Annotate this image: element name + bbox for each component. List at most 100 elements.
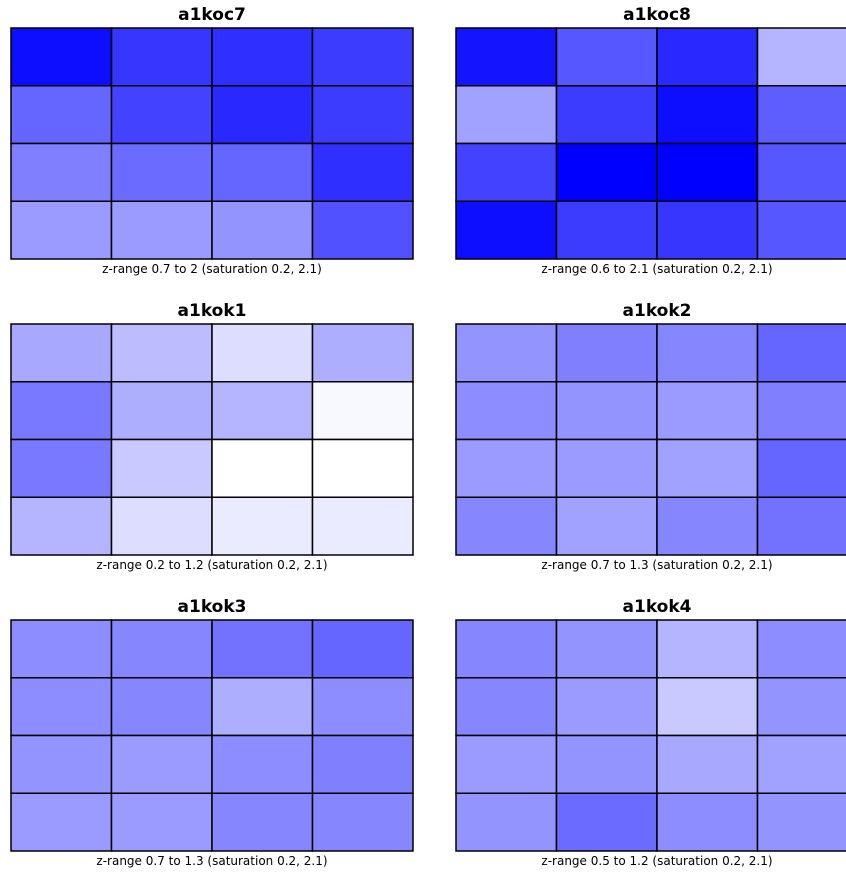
heatmap-cell-r1-c1: [555, 85, 658, 145]
heatmap-cell-r3-c2: [211, 200, 314, 260]
heatmap-cell-r0-c3: [756, 619, 846, 679]
heatmap-cell-r2-c3: [756, 734, 846, 794]
heatmap-cell-r3-c0: [455, 792, 558, 852]
heatmap-cell-r3-c2: [656, 200, 759, 260]
heatmap-cell-r3-c1: [555, 496, 658, 556]
heatmap-cell-r3-c3: [311, 792, 414, 852]
heatmap-cell-r1-c1: [110, 381, 213, 441]
heatmap-cell-r3-c1: [555, 792, 658, 852]
heatmap-cell-r1-c0: [455, 381, 558, 441]
heatmap-cell-r0-c3: [756, 323, 846, 383]
panel-caption: z-range 0.2 to 1.2 (saturation 0.2, 2.1): [96, 558, 328, 572]
panel-a1kok4: a1kok4 z-range 0.5 to 1.2 (saturation 0.…: [455, 594, 846, 868]
heatmap-cell-r0-c2: [656, 27, 759, 87]
heatmap-cell-r1-c3: [311, 677, 414, 737]
heatmap-cell-r2-c2: [211, 734, 314, 794]
heatmap-cell-r2-c3: [756, 438, 846, 498]
heatmap-cell-r3-c2: [656, 496, 759, 556]
heatmap-cell-r1-c2: [656, 85, 759, 145]
heatmap-cell-r3-c0: [455, 496, 558, 556]
heatmap-cell-r3-c0: [10, 496, 113, 556]
heatmap-cell-r3-c0: [10, 200, 113, 260]
panel-a1kok3: a1kok3 z-range 0.7 to 1.3 (saturation 0.…: [10, 594, 414, 868]
heatmap-cell-r1-c3: [756, 677, 846, 737]
panel-a1kok1: a1kok1 z-range 0.2 to 1.2 (saturation 0.…: [10, 298, 414, 572]
heatmap-cell-r1-c1: [110, 85, 213, 145]
panel-caption: z-range 0.5 to 1.2 (saturation 0.2, 2.1): [541, 854, 773, 868]
heatmap-cell-r0-c1: [110, 323, 213, 383]
heatmap-cell-r3-c1: [555, 200, 658, 260]
heatmap-cell-r1-c2: [211, 381, 314, 441]
heatmap-cell-r1-c0: [10, 381, 113, 441]
heatmap: [455, 323, 846, 556]
heatmap-cell-r1-c0: [10, 677, 113, 737]
heatmap-cell-r2-c2: [211, 142, 314, 202]
heatmap-cell-r2-c0: [10, 142, 113, 202]
heatmap-cell-r1-c2: [211, 85, 314, 145]
heatmap-cell-r0-c1: [555, 323, 658, 383]
heatmap-cell-r1-c1: [555, 381, 658, 441]
panel-title: a1kok2: [622, 301, 692, 321]
panel-a1kok2: a1kok2 z-range 0.7 to 1.3 (saturation 0.…: [455, 298, 846, 572]
heatmap-cell-r2-c1: [555, 438, 658, 498]
heatmap-cell-r0-c0: [455, 323, 558, 383]
heatmap-cell-r2-c2: [656, 734, 759, 794]
heatmap-cell-r3-c3: [311, 496, 414, 556]
heatmap-cell-r2-c0: [455, 734, 558, 794]
heatmap-cell-r2-c1: [555, 142, 658, 202]
panel-a1koc8: a1koc8 z-range 0.6 to 2.1 (saturation 0.…: [455, 2, 846, 276]
heatmap-cell-r3-c3: [756, 200, 846, 260]
heatmap-cell-r3-c2: [656, 792, 759, 852]
heatmap-cell-r2-c0: [455, 142, 558, 202]
heatmap-cell-r2-c1: [555, 734, 658, 794]
heatmap-cell-r1-c1: [555, 677, 658, 737]
heatmap-cell-r0-c1: [555, 27, 658, 87]
heatmap-cell-r0-c0: [455, 27, 558, 87]
heatmap-cell-r3-c1: [110, 496, 213, 556]
heatmap-cell-r2-c2: [211, 438, 314, 498]
heatmap-cell-r0-c0: [10, 323, 113, 383]
heatmap-cell-r3-c0: [455, 200, 558, 260]
heatmap-cell-r0-c3: [311, 323, 414, 383]
heatmap-cell-r3-c3: [311, 200, 414, 260]
heatmap-cell-r3-c3: [756, 792, 846, 852]
heatmap-cell-r2-c2: [656, 142, 759, 202]
heatmap-cell-r0-c0: [10, 27, 113, 87]
heatmap-cell-r1-c2: [656, 381, 759, 441]
heatmap-cell-r3-c1: [110, 792, 213, 852]
heatmap-cell-r2-c2: [656, 438, 759, 498]
heatmap-cell-r2-c3: [311, 142, 414, 202]
heatmap-cell-r2-c3: [311, 734, 414, 794]
heatmap-cell-r1-c3: [311, 381, 414, 441]
heatmap-cell-r2-c1: [110, 734, 213, 794]
heatmap-cell-r1-c2: [656, 677, 759, 737]
heatmap-cell-r0-c3: [311, 619, 414, 679]
heatmap-cell-r2-c3: [756, 142, 846, 202]
panel-title: a1kok1: [177, 301, 247, 321]
heatmap: [10, 323, 414, 556]
panel-title: a1koc7: [178, 5, 246, 25]
heatmap-cell-r0-c1: [110, 27, 213, 87]
panel-title: a1kok3: [177, 597, 247, 617]
heatmap-cell-r3-c3: [756, 496, 846, 556]
heatmap-cell-r1-c3: [756, 381, 846, 441]
heatmap-cell-r0-c0: [455, 619, 558, 679]
panel-title: a1kok4: [622, 597, 692, 617]
heatmap-cell-r3-c0: [10, 792, 113, 852]
panel-title: a1koc8: [623, 5, 691, 25]
panel-caption: z-range 0.7 to 2 (saturation 0.2, 2.1): [102, 262, 322, 276]
heatmap: [10, 27, 414, 260]
heatmap-cell-r2-c0: [455, 438, 558, 498]
heatmap-cell-r0-c1: [555, 619, 658, 679]
panel-caption: z-range 0.6 to 2.1 (saturation 0.2, 2.1): [541, 262, 773, 276]
heatmap-cell-r2-c3: [311, 438, 414, 498]
heatmap-cell-r0-c2: [211, 619, 314, 679]
heatmap-cell-r3-c2: [211, 496, 314, 556]
panel-caption: z-range 0.7 to 1.3 (saturation 0.2, 2.1): [541, 558, 773, 572]
heatmap-cell-r0-c2: [656, 323, 759, 383]
heatmap: [455, 619, 846, 852]
heatmap-cell-r2-c0: [10, 438, 113, 498]
heatmap-cell-r1-c1: [110, 677, 213, 737]
heatmap-cell-r2-c0: [10, 734, 113, 794]
panel-caption: z-range 0.7 to 1.3 (saturation 0.2, 2.1): [96, 854, 328, 868]
